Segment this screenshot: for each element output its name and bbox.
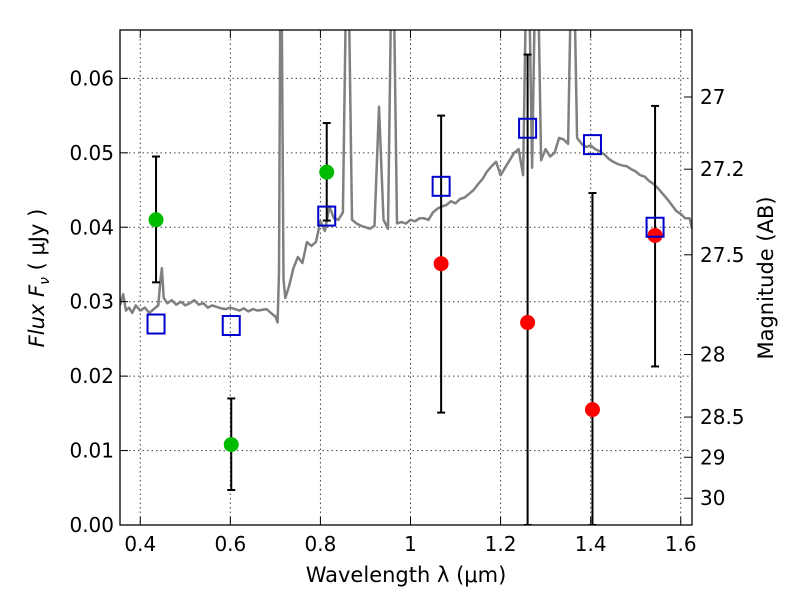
- y-tick-label: 0.04: [69, 215, 114, 239]
- y-axis-label-sub: ν: [37, 277, 53, 285]
- y2-tick-label: 28.5: [700, 405, 745, 429]
- x-tick-label: 1.6: [665, 532, 697, 556]
- y-tick-label: 0.00: [69, 513, 114, 537]
- y-tick-label: 0.02: [69, 364, 114, 388]
- x-tick-label: 0.6: [214, 532, 246, 556]
- x-tick-label: 1.2: [485, 532, 517, 556]
- plot-frame: [119, 29, 693, 526]
- model-flux-square: [221, 315, 241, 337]
- y2-tick-label: 28: [700, 343, 725, 367]
- x-tick-label: 1: [404, 532, 417, 556]
- photometry-point: [148, 212, 164, 228]
- model-flux-square: [431, 175, 451, 197]
- model-flux-square: [645, 216, 665, 238]
- x-tick-label: 0.8: [305, 532, 337, 556]
- grid: [120, 30, 692, 526]
- model-flux-square: [317, 205, 337, 227]
- y2-tick-label: 27: [700, 85, 725, 109]
- y-axis-label-unit: ( μJy ): [25, 209, 49, 277]
- x-tick-label: 0.4: [124, 532, 156, 556]
- y-tick-label: 0.03: [69, 290, 114, 314]
- plot-data: [120, 30, 692, 525]
- y2-tick-label: 27.5: [700, 243, 745, 267]
- y2-tick-label: 30: [700, 486, 725, 510]
- model-flux-square: [518, 117, 538, 139]
- model-flux-square: [582, 134, 602, 156]
- model-spectrum-line: [120, 30, 692, 324]
- model-flux-square: [146, 313, 166, 335]
- y-axis-label: Flux Fν ( μJy ): [25, 209, 53, 348]
- x-tick-label: 1.4: [575, 532, 607, 556]
- photometry-point: [319, 164, 335, 180]
- photometry-point: [584, 402, 600, 418]
- y2-axis-label: Magnitude (AB): [754, 196, 778, 359]
- photometry-point: [223, 437, 239, 453]
- y2-tick-label: 27.2: [700, 157, 745, 181]
- y2-tick-label: 29: [700, 445, 725, 469]
- y-axis-label-main: Flux F: [25, 284, 49, 347]
- y-tick-label: 0.06: [69, 66, 114, 90]
- x-axis-label: Wavelength λ (μm): [306, 563, 507, 587]
- photometry-point: [647, 227, 663, 243]
- y-tick-label: 0.05: [69, 141, 114, 165]
- photometry-point: [433, 256, 449, 272]
- photometry-point: [520, 315, 536, 331]
- y-tick-label: 0.01: [69, 439, 114, 463]
- ticks: 0.4 0.6 0.8 1 1.2 1.4 1.6 0.00 0.01 0.02 0.03 0.04 0…: [69, 30, 745, 556]
